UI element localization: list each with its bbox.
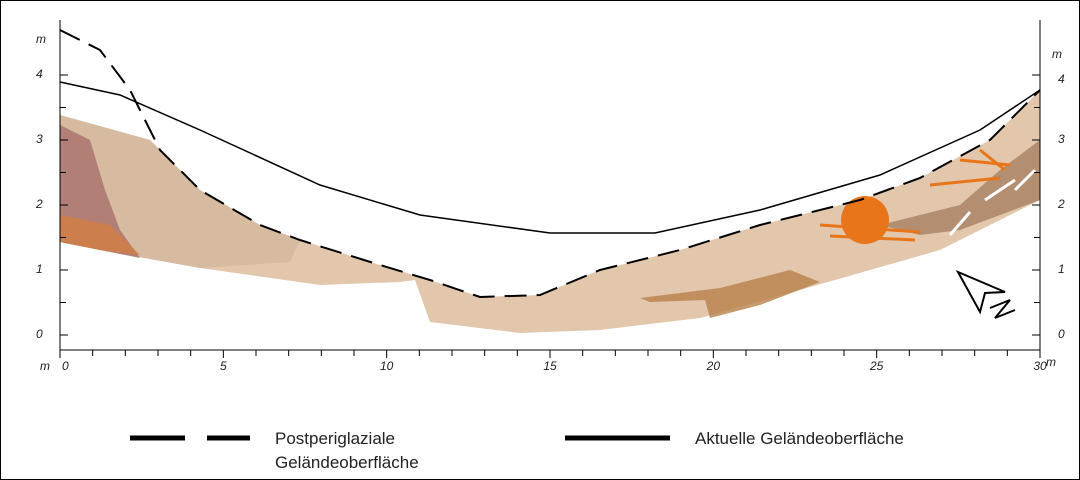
y-tick-label-right: 0 (1058, 327, 1065, 341)
x-unit-left: m (40, 359, 50, 373)
x-tick-label: 0 (62, 359, 69, 373)
y-tick-label-right: 1 (1058, 262, 1065, 276)
y-unit-right: m (1052, 47, 1062, 61)
x-tick-label: 30 (1033, 359, 1047, 373)
y-tick-label-left: 4 (36, 67, 43, 81)
y-unit-left: m (36, 32, 46, 46)
legend-label: Geländeoberfläche (275, 453, 419, 472)
y-tick-label-right: 2 (1057, 197, 1065, 211)
y-tick-label-left: 1 (36, 262, 43, 276)
y-tick-label-left: 2 (35, 197, 43, 211)
x-tick-label: 25 (869, 359, 884, 373)
x-tick-label: 5 (220, 359, 227, 373)
y-tick-label-right: 4 (1058, 72, 1065, 86)
diagram: m m m m 0 5 10 15 20 25 30 0 0 1 1 2 2 3 3 4 4 Postperig… (0, 0, 1080, 480)
legend-label: Postperiglaziale (275, 429, 395, 448)
x-unit-right: m (1046, 355, 1056, 369)
x-tick-label: 15 (543, 359, 557, 373)
y-tick-label-left: 3 (36, 132, 43, 146)
x-tick-label: 20 (706, 359, 721, 373)
y-tick-label-left: 0 (36, 327, 43, 341)
y-tick-label-right: 3 (1058, 132, 1065, 146)
x-tick-label: 10 (380, 359, 394, 373)
legend-label: Aktuelle Geländeoberfläche (695, 429, 904, 448)
